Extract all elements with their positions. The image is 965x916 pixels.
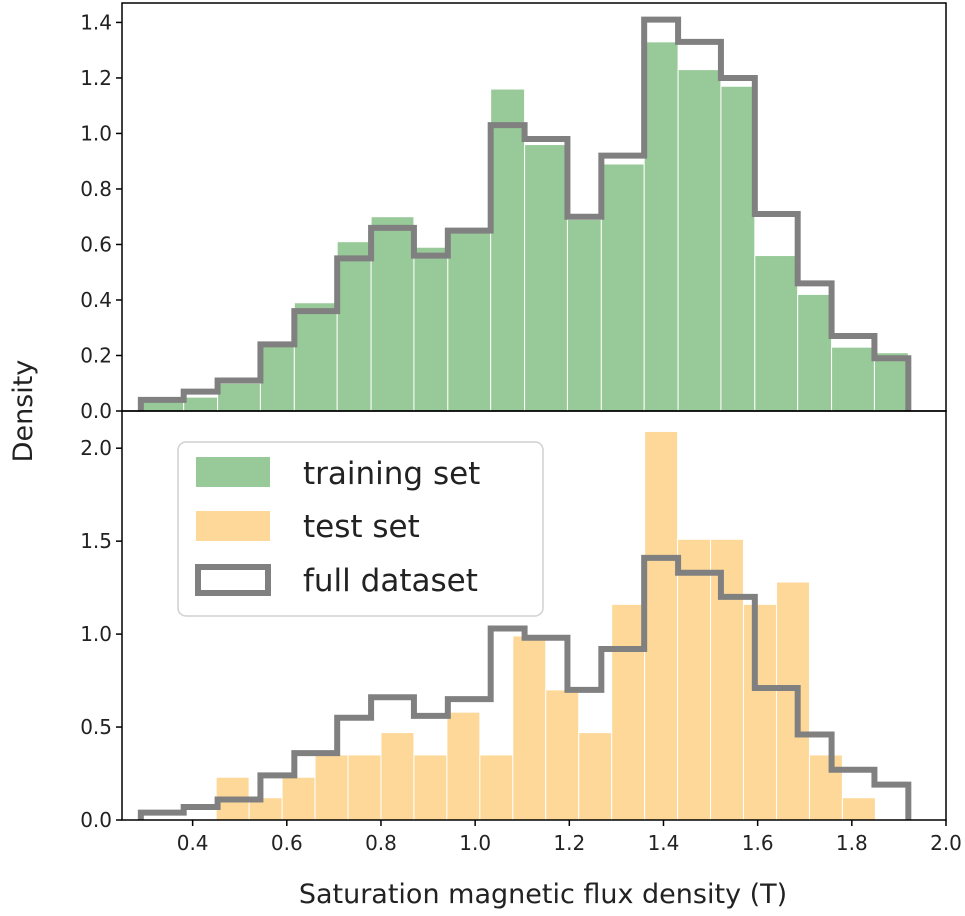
top-ytick-label: 0.8 [80, 177, 112, 201]
test-bar [446, 711, 481, 821]
bottom-x-ticks: 0.4 0.6 0.8 1.0 1.2 1.4 1.6 1.8 2.0 [177, 820, 962, 855]
training-bar [720, 85, 756, 412]
bottom-test-bars [215, 430, 876, 821]
top-ytick-label: 1.2 [80, 66, 112, 90]
training-bar [797, 293, 833, 412]
xtick-label: 1.6 [742, 831, 774, 855]
xtick-label: 2.0 [930, 831, 962, 855]
test-bar [545, 689, 580, 821]
training-bar [447, 227, 492, 412]
test-bar [347, 754, 382, 821]
bottom-ytick-label: 0.0 [80, 808, 112, 832]
test-bar [281, 776, 316, 821]
test-bar [413, 754, 448, 821]
xtick-label: 1.2 [553, 831, 585, 855]
training-bar [293, 302, 338, 412]
training-bar [754, 255, 799, 412]
test-bar [611, 603, 646, 821]
training-bar [413, 246, 449, 412]
test-bar [677, 538, 712, 821]
test-bar [710, 538, 745, 821]
top-ytick-label: 1.4 [80, 10, 112, 34]
training-bar [643, 41, 679, 412]
training-bar [183, 396, 219, 412]
training-bar [490, 88, 526, 412]
top-ytick-label: 0.0 [80, 399, 112, 423]
top-ytick-label: 0.4 [80, 288, 112, 312]
bottom-ytick-label: 1.0 [80, 622, 112, 646]
legend-training-label: training set [303, 456, 480, 492]
test-bar [512, 635, 547, 821]
legend-full-dataset-swatch [195, 564, 271, 596]
training-bar [524, 144, 568, 412]
test-bar [314, 754, 349, 821]
legend: training set test set full dataset [177, 441, 544, 617]
legend-test-swatch [196, 511, 270, 541]
top-ytick-label: 1.0 [80, 121, 112, 145]
training-bar [336, 241, 372, 412]
xtick-label: 0.8 [365, 831, 397, 855]
xtick-label: 1.8 [836, 831, 868, 855]
bottom-y-ticks: 0.0 0.5 1.0 1.5 2.0 [80, 436, 122, 832]
test-bar [775, 581, 810, 821]
training-bar [217, 382, 261, 412]
xtick-label: 0.4 [177, 831, 209, 855]
top-y-ticks: 0.0 0.2 0.4 0.6 0.8 1.0 1.2 1.4 [80, 10, 122, 423]
test-bar [743, 603, 777, 821]
bottom-ytick-label: 0.5 [80, 715, 112, 739]
top-ytick-label: 0.6 [80, 232, 112, 256]
test-bar [479, 754, 514, 821]
legend-training-swatch [196, 457, 270, 487]
xtick-label: 1.4 [648, 831, 680, 855]
top-ytick-label: 0.2 [80, 343, 112, 367]
training-bar [566, 218, 602, 412]
test-bar [578, 732, 613, 821]
test-bar [644, 430, 679, 821]
training-bar [873, 352, 909, 412]
y-axis-label: Density [8, 360, 39, 463]
bottom-ytick-label: 2.0 [80, 436, 112, 460]
top-training-bars [140, 41, 909, 412]
test-bar [841, 797, 876, 821]
x-axis-label: Saturation magnetic flux density (T) [299, 879, 787, 910]
bottom-full-dataset-step [137, 554, 912, 820]
training-bar [370, 216, 415, 412]
training-bar [831, 346, 875, 412]
test-bar [380, 732, 415, 821]
training-bar [600, 163, 645, 412]
top-full-dataset-step [137, 16, 912, 411]
xtick-label: 1.0 [459, 831, 491, 855]
xtick-label: 0.6 [271, 831, 303, 855]
top-histogram-panel: 0.0 0.2 0.4 0.6 0.8 1.0 1.2 1.4 [80, 2, 947, 423]
bottom-axes-frame [121, 410, 947, 821]
test-bar [808, 754, 843, 821]
legend-test-label: test set [303, 509, 420, 545]
bottom-ytick-label: 1.5 [80, 529, 112, 553]
legend-full-dataset-label: full dataset [303, 563, 478, 599]
training-bar [259, 343, 295, 412]
bottom-histogram-panel: 0.0 0.5 1.0 1.5 2.0 0.4 0.6 0.8 1.0 1.2 1.4 1.6 1.8… [80, 410, 962, 855]
training-bar [677, 69, 722, 412]
